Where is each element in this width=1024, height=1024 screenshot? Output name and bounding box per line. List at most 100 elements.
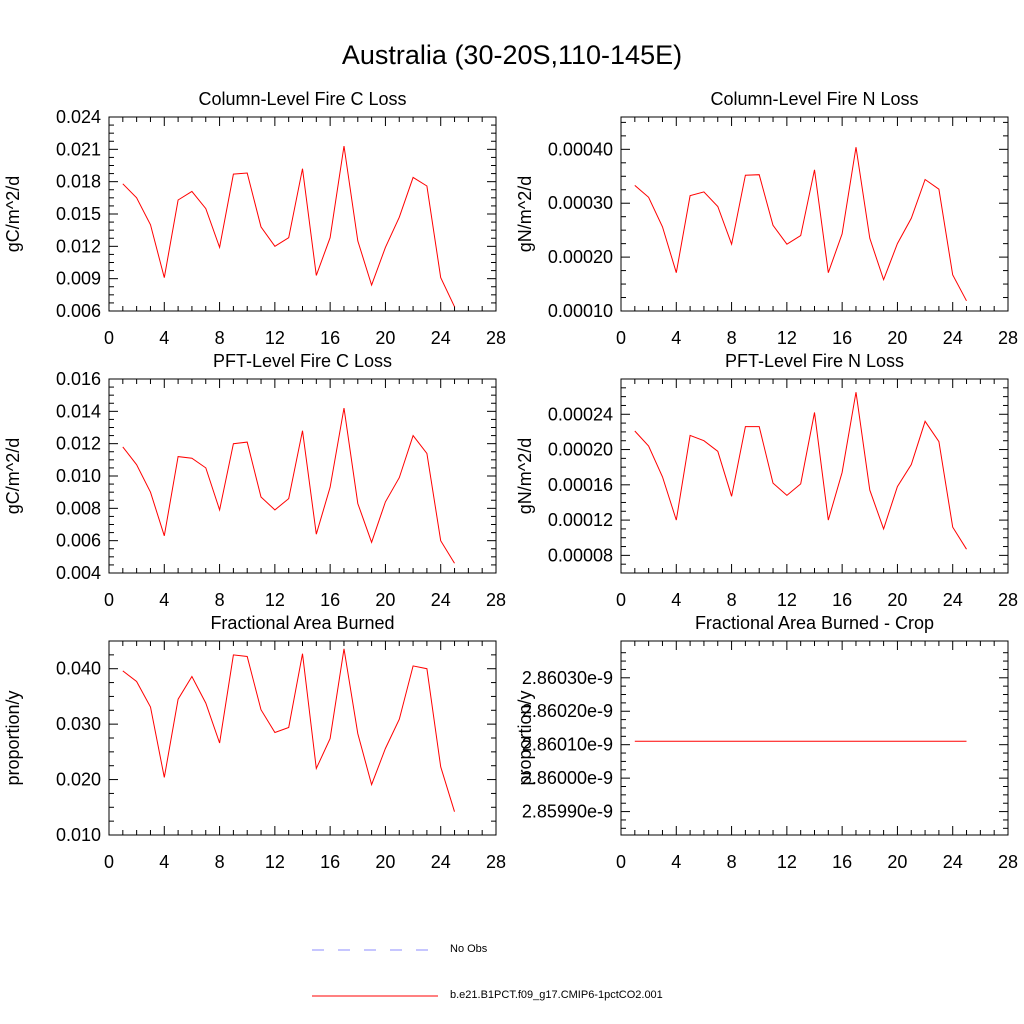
x-tick-label: 24 <box>431 590 451 610</box>
x-tick-label: 28 <box>486 328 506 348</box>
legend-label-no-obs: No Obs <box>450 943 488 955</box>
x-tick-label: 28 <box>486 852 506 872</box>
y-tick-label: 0.020 <box>56 770 101 790</box>
y-tick-label: 0.012 <box>56 236 101 256</box>
chart-panel-6: Fractional Area Burned - Crop proportion/… <box>515 613 1018 872</box>
y-tick-label: 0.004 <box>56 563 101 583</box>
x-tick-label: 24 <box>943 328 963 348</box>
y-tick-label: 0.00010 <box>548 301 613 321</box>
y-tick-label: 0.00012 <box>548 510 613 530</box>
x-tick-label: 12 <box>265 852 285 872</box>
plot-frame <box>108 378 497 574</box>
x-tick-label: 24 <box>431 852 451 872</box>
panel-title: PFT-Level Fire C Loss <box>213 351 392 371</box>
panel-title: PFT-Level Fire N Loss <box>725 351 904 371</box>
plot-frame <box>620 378 1009 574</box>
x-tick-label: 8 <box>215 590 225 610</box>
x-tick-label: 12 <box>265 328 285 348</box>
x-tick-label: 4 <box>671 328 681 348</box>
y-tick-label: 0.010 <box>56 825 101 845</box>
series-line <box>122 408 455 564</box>
x-tick-label: 4 <box>159 328 169 348</box>
x-tick-label: 0 <box>616 852 626 872</box>
series-line <box>634 392 967 550</box>
x-tick-label: 16 <box>832 590 852 610</box>
y-tick-label: 0.016 <box>56 369 101 389</box>
x-tick-label: 20 <box>375 590 395 610</box>
legend-line-model-run <box>312 995 438 997</box>
x-tick-label: 28 <box>998 852 1018 872</box>
y-tick-label: 0.024 <box>56 107 101 127</box>
y-tick-label: 0.00016 <box>548 475 613 495</box>
x-tick-label: 24 <box>431 328 451 348</box>
x-tick-label: 16 <box>832 852 852 872</box>
panel-title: Column-Level Fire C Loss <box>198 89 406 109</box>
series-line <box>122 648 455 812</box>
y-tick-label: 2.86000e-9 <box>522 768 613 788</box>
y-tick-label: 0.006 <box>56 531 101 551</box>
x-tick-label: 4 <box>159 590 169 610</box>
chart-panel-1: Column-Level Fire C Loss gC/m^2/d 0 4 8 12 16 2… <box>3 89 506 348</box>
panel-title: Fractional Area Burned - Crop <box>695 613 934 633</box>
chart-panel-3: PFT-Level Fire C Loss gC/m^2/d 0 4 8 12 16 20 24… <box>3 351 506 610</box>
x-tick-label: 0 <box>104 590 114 610</box>
x-tick-label: 8 <box>727 852 737 872</box>
y-tick-label: 0.010 <box>56 466 101 486</box>
x-tick-label: 24 <box>943 590 963 610</box>
figure-title: Australia (30-20S,110-145E) <box>341 40 683 70</box>
x-tick-label: 0 <box>616 328 626 348</box>
x-tick-label: 28 <box>486 590 506 610</box>
x-tick-label: 20 <box>375 328 395 348</box>
plot-frame <box>108 640 497 836</box>
x-tick-label: 20 <box>887 328 907 348</box>
x-tick-label: 20 <box>887 852 907 872</box>
x-tick-label: 12 <box>265 590 285 610</box>
y-tick-label: 0.006 <box>56 301 101 321</box>
x-tick-label: 20 <box>887 590 907 610</box>
y-axis-label: proportion/y <box>3 690 23 785</box>
y-axis-label: gN/m^2/d <box>515 176 535 252</box>
y-tick-label: 0.015 <box>56 204 101 224</box>
y-tick-label: 0.021 <box>56 139 101 159</box>
panel-title: Fractional Area Burned <box>210 613 394 633</box>
y-tick-label: 0.040 <box>56 659 101 679</box>
y-axis-label: proportion/y <box>515 690 535 785</box>
y-tick-label: 0.009 <box>56 269 101 289</box>
chart-panel-5: Fractional Area Burned proportion/y 0 4 8 12 1… <box>3 613 506 872</box>
x-tick-label: 4 <box>671 852 681 872</box>
y-tick-label: 0.00040 <box>548 139 613 159</box>
y-tick-label: 2.86030e-9 <box>522 668 613 688</box>
x-tick-label: 28 <box>998 328 1018 348</box>
y-axis-label: gC/m^2/d <box>3 176 23 252</box>
plot-frame <box>620 116 1009 312</box>
y-tick-label: 0.00020 <box>548 440 613 460</box>
x-tick-label: 4 <box>159 852 169 872</box>
x-tick-label: 0 <box>104 852 114 872</box>
y-tick-label: 2.86020e-9 <box>522 701 613 721</box>
x-tick-label: 12 <box>777 328 797 348</box>
chart-panel-2: Column-Level Fire N Loss gN/m^2/d 0 4 8 12 16 2… <box>515 89 1018 348</box>
y-tick-label: 0.008 <box>56 498 101 518</box>
legend-label-model-run: b.e21.B1PCT.f09_g17.CMIP6-1pctCO2.001 <box>450 989 663 1001</box>
plot-frame <box>620 640 1009 836</box>
x-tick-label: 12 <box>777 852 797 872</box>
y-tick-label: 0.014 <box>56 401 101 421</box>
legend-line-no-obs <box>312 949 438 951</box>
series-line <box>122 146 455 307</box>
x-tick-label: 16 <box>320 852 340 872</box>
x-tick-label: 16 <box>832 328 852 348</box>
x-tick-label: 8 <box>215 852 225 872</box>
y-tick-label: 0.030 <box>56 714 101 734</box>
panel-title: Column-Level Fire N Loss <box>710 89 918 109</box>
x-tick-label: 4 <box>671 590 681 610</box>
x-tick-label: 12 <box>777 590 797 610</box>
y-axis-label: gN/m^2/d <box>515 438 535 514</box>
y-tick-label: 0.018 <box>56 172 101 192</box>
chart-panel-4: PFT-Level Fire N Loss gN/m^2/d 0 4 8 12 16 20 24… <box>515 351 1018 610</box>
y-axis-label: gC/m^2/d <box>3 438 23 514</box>
plot-frame <box>108 116 497 312</box>
y-tick-label: 0.012 <box>56 434 101 454</box>
x-tick-label: 16 <box>320 328 340 348</box>
x-tick-label: 16 <box>320 590 340 610</box>
